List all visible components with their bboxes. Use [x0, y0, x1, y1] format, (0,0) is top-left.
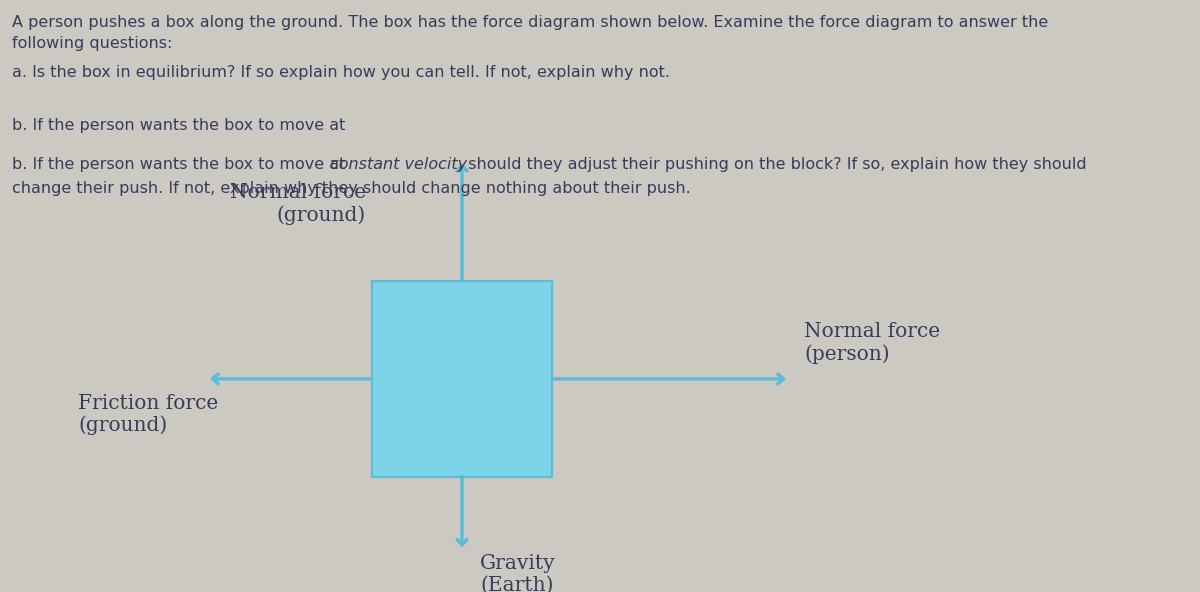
Bar [372, 281, 552, 477]
Text: b. If the person wants the box to move at: b. If the person wants the box to move a… [12, 118, 350, 133]
Text: A person pushes a box along the ground. The box has the force diagram shown belo: A person pushes a box along the ground. … [12, 15, 1049, 30]
Text: , should they adjust their pushing on the block? If so, explain how they should: , should they adjust their pushing on th… [458, 157, 1087, 172]
Text: constant velocity: constant velocity [330, 157, 467, 172]
Text: following questions:: following questions: [12, 36, 173, 50]
Text: Normal force
(person): Normal force (person) [804, 323, 940, 364]
Text: b. If the person wants the box to move at: b. If the person wants the box to move a… [12, 157, 350, 172]
Text: change their push. If not, explain why they should change nothing about their pu: change their push. If not, explain why t… [12, 181, 691, 195]
Text: Friction force
(ground): Friction force (ground) [78, 394, 218, 435]
Text: Gravity
(Earth): Gravity (Earth) [480, 554, 556, 592]
Text: Normal force
(ground): Normal force (ground) [230, 184, 366, 225]
Text: a. Is the box in equilibrium? If so explain how you can tell. If not, explain wh: a. Is the box in equilibrium? If so expl… [12, 65, 670, 80]
